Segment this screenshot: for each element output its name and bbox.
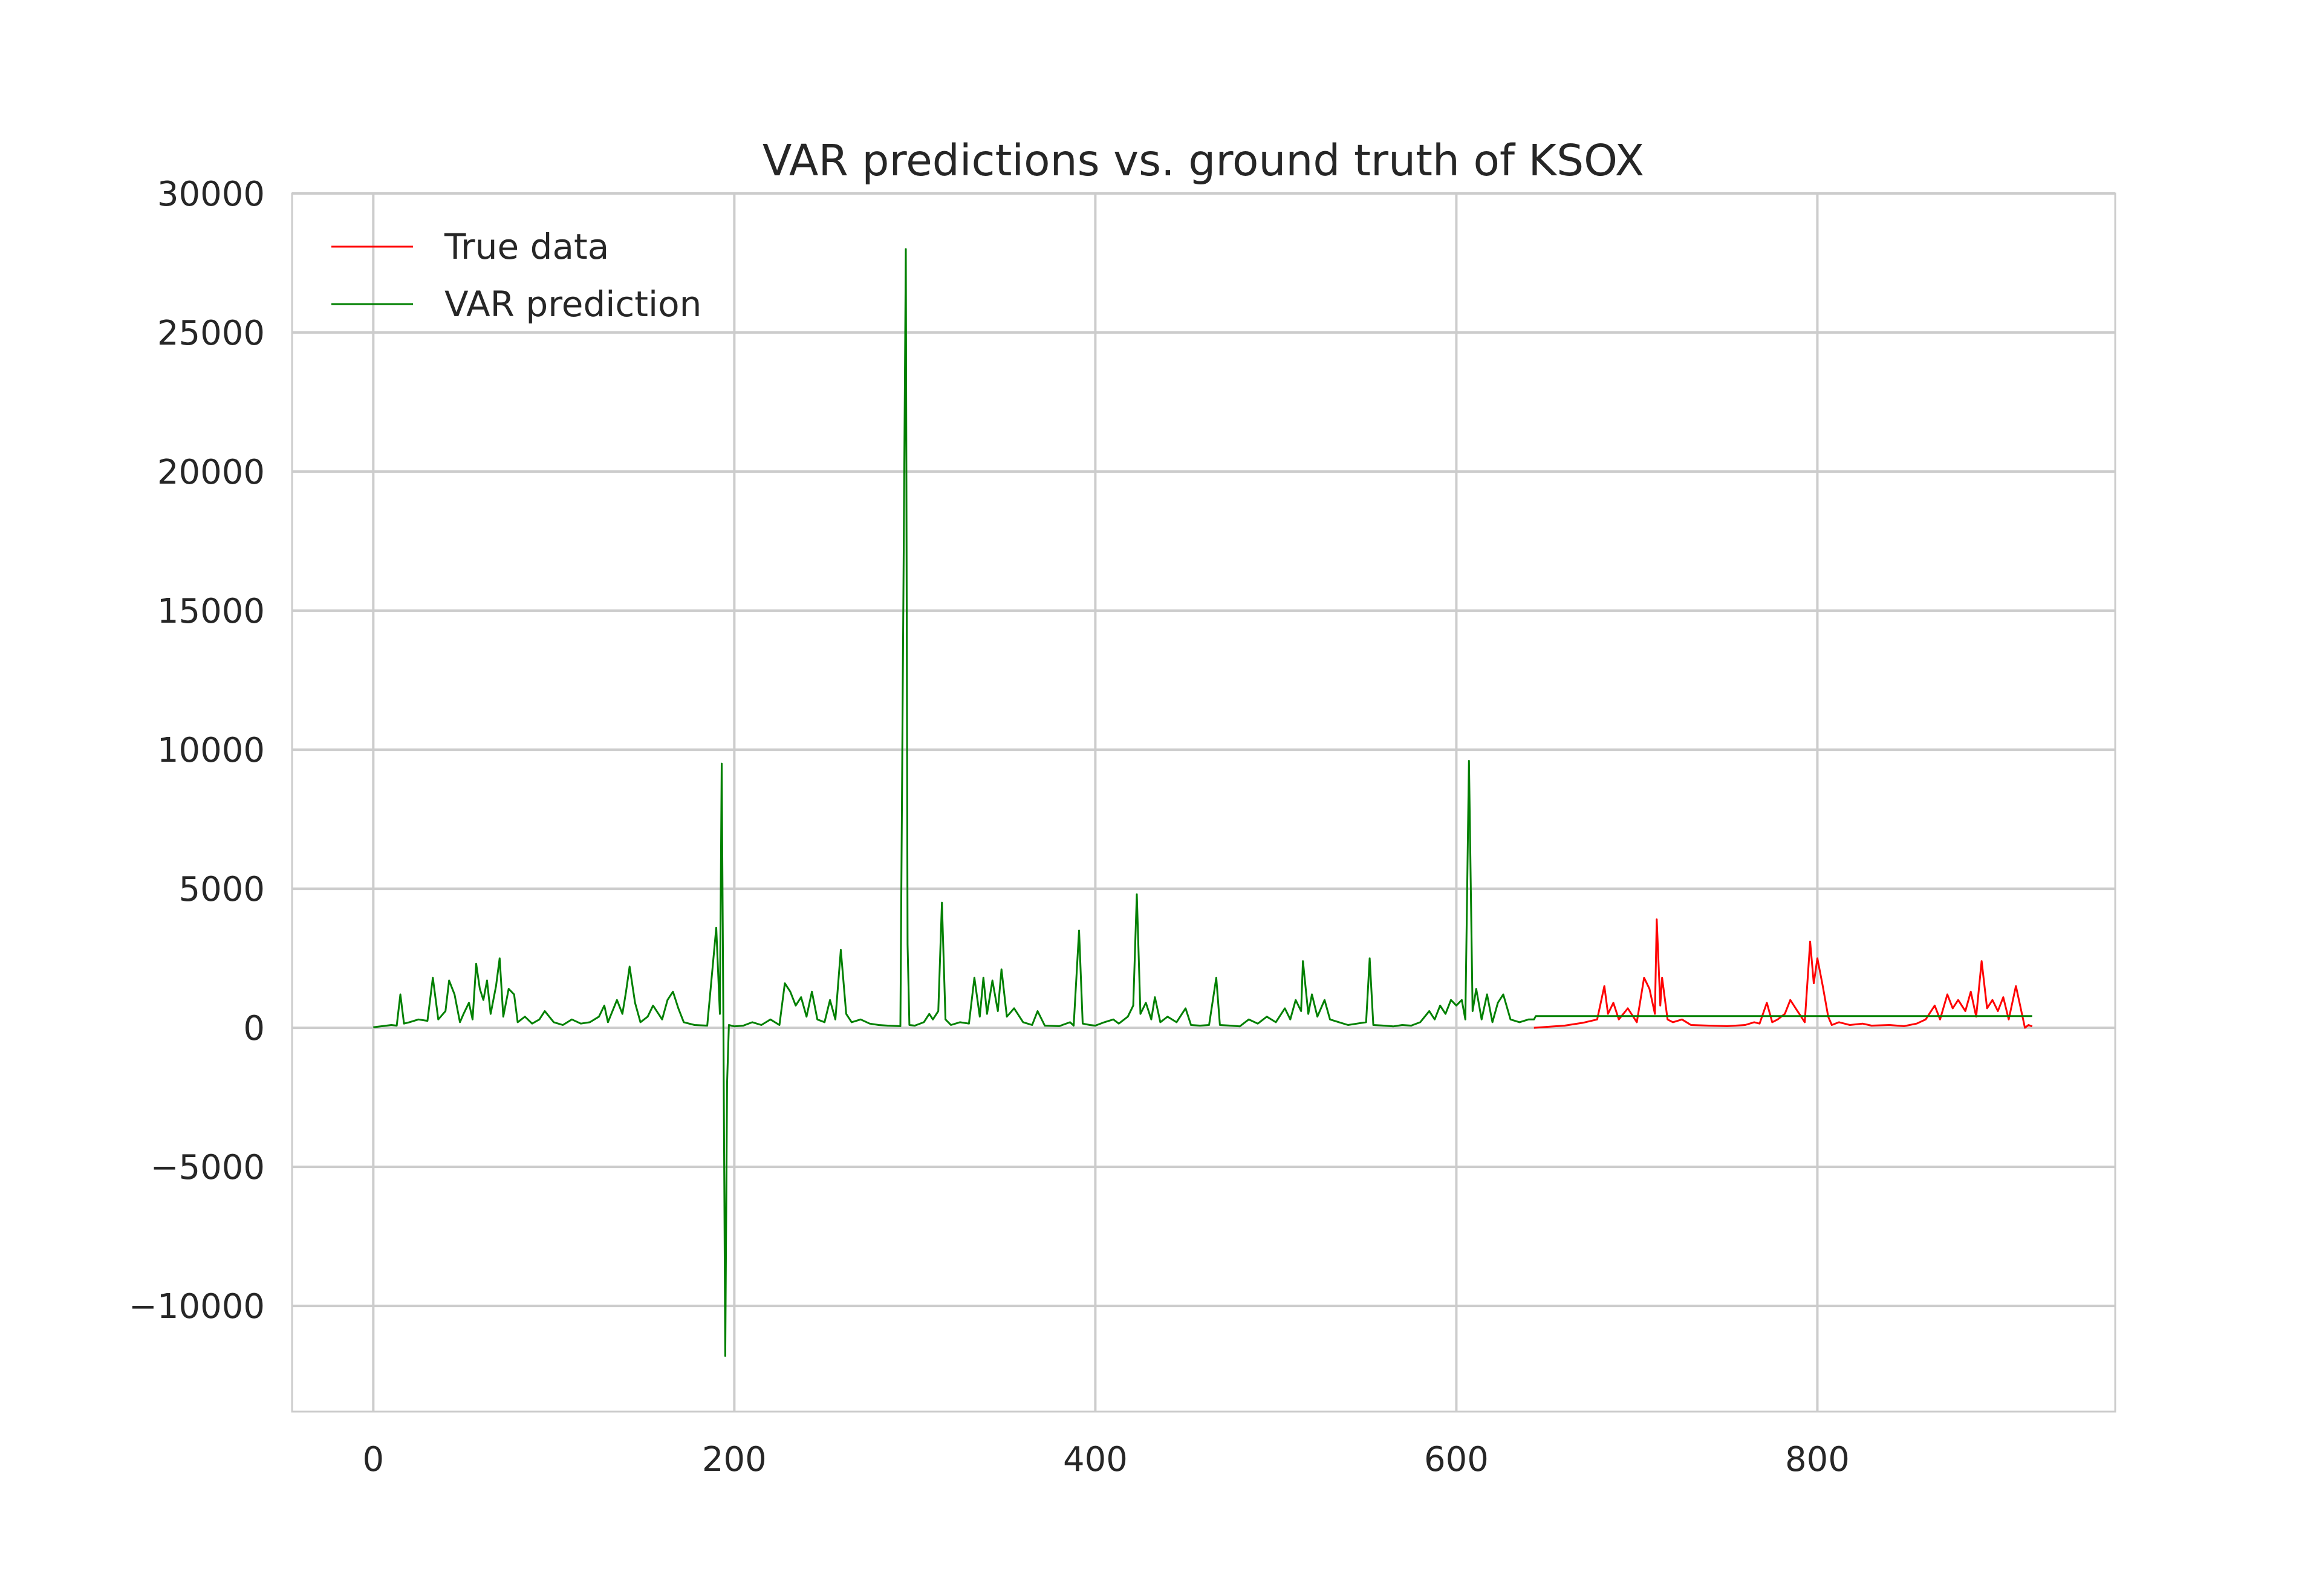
legend: True data VAR prediction [331,226,701,325]
x-tick-label: 400 [1063,1440,1128,1479]
tick-labels: 0 200 400 600 800 30000 25000 20000 15000 10000 50… [129,175,1850,1479]
x-tick-label: 800 [1785,1440,1850,1479]
y-tick-label: 30000 [157,175,265,214]
series-line-var-prediction [373,248,2032,1357]
x-tick-label: 200 [702,1440,767,1479]
y-tick-label: −10000 [129,1287,265,1326]
y-tick-label: 10000 [157,731,265,770]
chart-title: VAR predictions vs. ground truth of KSOX [763,135,1644,186]
x-tick-label: 0 [363,1440,385,1479]
plot-frame [291,192,2116,1413]
y-tick-label: 20000 [157,453,265,492]
y-tick-label: 0 [243,1009,265,1048]
y-tick-label: 5000 [178,870,265,909]
legend-label-var-prediction: VAR prediction [444,284,701,325]
series-line-true-data [1533,918,2033,1029]
y-tick-label: 15000 [157,592,265,631]
plot-background [292,193,2115,1412]
y-tick-label: 25000 [157,314,265,353]
legend-label-true-data: True data [444,226,609,267]
series-group [373,248,2033,1357]
y-tick-label: −5000 [151,1148,265,1187]
x-tick-label: 600 [1424,1440,1489,1479]
